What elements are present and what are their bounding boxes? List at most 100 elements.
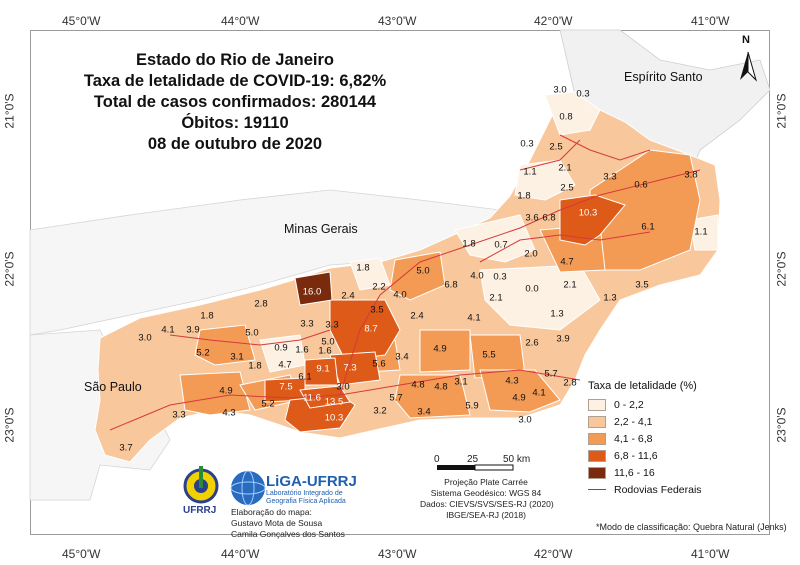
muni-label: 4.7 (278, 359, 292, 371)
municipality-mid-7 (394, 374, 471, 419)
muni-label: 1.8 (356, 262, 370, 274)
muni-label: 3.5 (370, 304, 384, 316)
coord-top-2: 44°0'W (221, 14, 260, 28)
muni-label: 3.2 (373, 405, 387, 417)
muni-label: 4.8 (411, 379, 425, 391)
muni-label: 4.7 (560, 256, 574, 268)
legend-label: 2,2 - 4,1 (614, 415, 653, 428)
muni-label: 0.3 (520, 138, 534, 150)
municipality-mid-8 (179, 371, 251, 416)
muni-label: 2.5 (549, 141, 563, 153)
muni-label: 13.5 (324, 396, 344, 408)
muni-label: 3.0 (138, 332, 152, 344)
credits-line: Elaboração do mapa: (231, 507, 312, 517)
liga-title: LiGA-UFRRJ (266, 473, 357, 490)
map-credits: Elaboração do mapa: Gustavo Mota de Sous… (231, 507, 345, 540)
title-line-1: Estado do Rio de Janeiro (135, 51, 335, 69)
muni-label: 4.3 (505, 375, 519, 387)
muni-label: 3.0 (518, 414, 532, 426)
credits-line: Gustavo Mota de Sousa (231, 518, 323, 528)
muni-label: 2.2 (372, 281, 386, 293)
north-label: N (742, 34, 750, 46)
municipality-dark-7 (299, 385, 351, 409)
muni-label: 1.8 (200, 310, 214, 322)
muni-label: 2.4 (410, 310, 424, 322)
muni-label: 4.1 (532, 387, 546, 399)
muni-label: 2.8 (563, 377, 577, 389)
projection-line: Sistema Geodésico: WGS 84 (430, 488, 542, 498)
legend-label: 0 - 2,2 (614, 398, 644, 411)
coord-bottom-3: 43°0'W (378, 547, 417, 561)
coord-top-3: 43°0'W (378, 14, 417, 28)
muni-label: 4.3 (222, 407, 236, 419)
muni-label: 11.6 (303, 392, 321, 404)
muni-label: 4.9 (433, 343, 447, 355)
muni-label: 1.1 (694, 226, 708, 238)
muni-label: 3.5 (635, 279, 649, 291)
muni-label: 6.1 (298, 371, 312, 383)
muni-label: 3.6 (525, 212, 539, 224)
municipality-darkest-1 (294, 271, 333, 306)
muni-label: 4.8 (434, 381, 448, 393)
muni-label: 3.1 (454, 376, 468, 388)
legend-label: 6,8 - 11,6 (614, 449, 658, 462)
federal-highways (109, 134, 701, 431)
legend-title: Taxa de letalidade (%) (588, 380, 697, 392)
muni-label: 3.3 (172, 409, 186, 421)
muni-label: 4.1 (161, 324, 175, 336)
muni-label: 2.1 (563, 279, 577, 291)
muni-label: 4.0 (470, 270, 484, 282)
municipality-light-6 (349, 257, 391, 291)
north-arrow-icon (740, 51, 758, 82)
muni-label: 1.6 (318, 345, 332, 357)
muni-label: 1.8 (248, 360, 262, 372)
legend-class-4: 6,8 - 11,6 (588, 447, 758, 464)
liga-globe-logo (230, 470, 266, 506)
muni-label: 8.7 (364, 323, 378, 335)
muni-label: 3.0 (336, 381, 350, 393)
muni-label: 2.1 (558, 162, 572, 174)
classification-note: *Modo de classificação: Quebra Natural (… (596, 522, 787, 532)
muni-label: 4.9 (512, 392, 526, 404)
label-sao-paulo: São Paulo (84, 380, 142, 394)
muni-label: 4.1 (467, 312, 481, 324)
muni-label: 0.3 (493, 271, 507, 283)
coord-top-4: 42°0'W (534, 14, 573, 28)
muni-label: 3.3 (603, 171, 617, 183)
coord-bottom-5: 41°0'W (691, 547, 730, 561)
municipality-light-2 (514, 159, 576, 201)
legend-roads: Rodovias Federais (588, 481, 758, 498)
muni-label: 5.7 (544, 368, 558, 380)
muni-label: 1.3 (603, 292, 617, 304)
muni-label: 4.9 (219, 385, 233, 397)
muni-label: 5.0 (245, 327, 259, 339)
coord-bottom-2: 44°0'W (221, 547, 260, 561)
muni-label: 5.2 (196, 347, 210, 359)
legend-class-5: 11,6 - 16 (588, 464, 758, 481)
ufrrj-logo (183, 466, 219, 504)
coord-top-5: 41°0'W (691, 14, 730, 28)
muni-label: 7.3 (343, 362, 357, 374)
legend-class-2: 2,2 - 4,1 (588, 413, 758, 430)
muni-label: 7.5 (279, 381, 293, 393)
muni-label: 5.7 (389, 392, 403, 404)
municipality-mid-9 (194, 324, 256, 366)
municipality-light-3 (454, 214, 536, 263)
projection-line: Dados: CIEVS/SVS/SES-RJ (2020) (420, 499, 554, 509)
muni-label: 1.6 (295, 344, 309, 356)
muni-label: 5.9 (465, 400, 479, 412)
title-line-5: 08 de outubro de 2020 (147, 135, 323, 153)
scale-bar (437, 464, 514, 471)
municipality-dark-4 (304, 357, 339, 386)
muni-label: 2.1 (489, 292, 503, 304)
legend-swatch (588, 449, 606, 462)
muni-label: 3.4 (417, 406, 431, 418)
muni-label: 3.8 (684, 169, 698, 181)
muni-label: 5.0 (416, 265, 430, 277)
projection-line: IBGE/SEA-RJ (2018) (446, 510, 526, 520)
liga-sub-2: Geografia Física Aplicada (266, 498, 346, 505)
muni-label: 6.1 (641, 221, 655, 233)
map-title: Estado do Rio de Janeiro Taxa de letalid… (60, 50, 410, 155)
muni-label: 3.7 (119, 442, 133, 454)
muni-label: 2.4 (341, 290, 355, 302)
